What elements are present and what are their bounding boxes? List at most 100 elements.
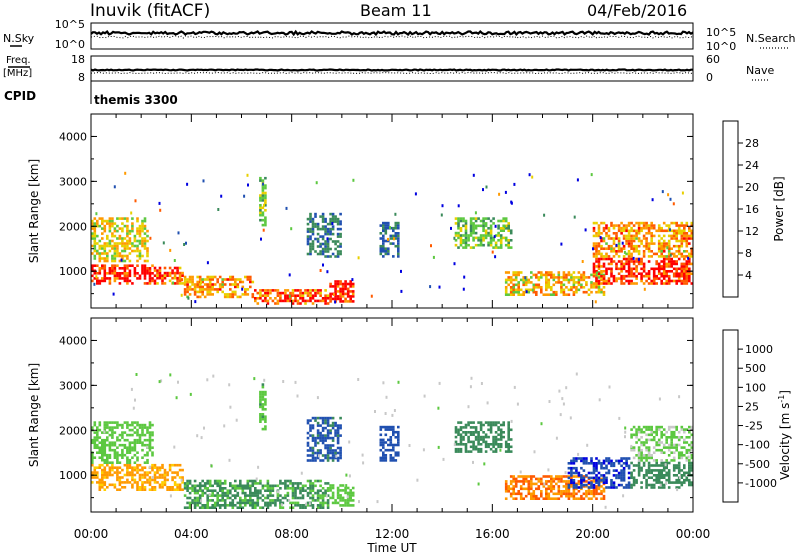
data-cell bbox=[334, 456, 337, 460]
data-cell bbox=[113, 229, 117, 233]
data-cell bbox=[662, 272, 666, 275]
data-cell bbox=[680, 446, 684, 449]
data-cell bbox=[637, 456, 641, 460]
data-cell bbox=[598, 398, 601, 402]
data-cell bbox=[394, 436, 398, 439]
data-cell bbox=[259, 405, 262, 409]
data-cell bbox=[577, 276, 581, 279]
data-cell bbox=[662, 282, 666, 285]
data-cell bbox=[208, 290, 212, 294]
data-cell bbox=[322, 263, 324, 267]
data-cell bbox=[98, 267, 102, 270]
data-cell bbox=[181, 488, 184, 491]
data-cell bbox=[657, 464, 661, 467]
data-cell bbox=[547, 492, 551, 496]
data-cell bbox=[627, 250, 631, 253]
data-cell bbox=[339, 504, 342, 507]
data-cell bbox=[193, 293, 197, 296]
data-cell bbox=[163, 468, 167, 472]
data-cell bbox=[141, 431, 144, 434]
data-cell bbox=[341, 484, 345, 487]
data-cell bbox=[156, 276, 159, 280]
data-cell bbox=[306, 444, 310, 447]
data-cell bbox=[667, 226, 671, 230]
data-cell bbox=[321, 487, 325, 490]
data-cell bbox=[211, 285, 214, 289]
nave-trace bbox=[90, 71, 694, 75]
data-cell bbox=[133, 269, 137, 273]
data-cell bbox=[670, 425, 673, 429]
data-cell bbox=[630, 229, 633, 233]
data-cell bbox=[605, 257, 608, 261]
data-cell bbox=[597, 288, 601, 292]
data-cell bbox=[651, 198, 654, 202]
data-cell bbox=[560, 288, 563, 292]
data-cell bbox=[116, 446, 119, 449]
data-cell bbox=[148, 483, 152, 487]
data-cell bbox=[251, 506, 255, 509]
data-cell bbox=[279, 299, 282, 303]
data-cell bbox=[351, 504, 355, 507]
data-cell bbox=[249, 280, 252, 284]
data-cell bbox=[612, 481, 616, 484]
y-tick-label: 1000 bbox=[59, 469, 87, 482]
data-cell bbox=[254, 482, 257, 485]
data-cell bbox=[610, 282, 613, 285]
data-cell bbox=[264, 289, 267, 292]
data-cell bbox=[624, 430, 627, 434]
data-cell bbox=[570, 477, 573, 481]
data-cell bbox=[339, 489, 342, 492]
data-cell bbox=[326, 255, 330, 258]
data-cell bbox=[216, 494, 219, 497]
data-cell bbox=[91, 453, 94, 457]
data-cell bbox=[617, 483, 621, 487]
data-cell bbox=[394, 454, 398, 457]
data-cell bbox=[647, 446, 651, 449]
data-cell bbox=[306, 419, 310, 422]
data-cell bbox=[329, 446, 332, 450]
data-cell bbox=[123, 259, 127, 263]
data-cell bbox=[632, 224, 636, 227]
data-cell bbox=[271, 489, 275, 492]
data-cell bbox=[319, 291, 322, 295]
data-cell bbox=[617, 272, 621, 275]
data-cell bbox=[183, 275, 187, 279]
data-cell bbox=[605, 224, 608, 227]
data-cell bbox=[128, 461, 132, 464]
data-cell bbox=[690, 229, 694, 233]
data-cell bbox=[464, 243, 468, 247]
data-cell bbox=[587, 492, 591, 496]
data-cell bbox=[131, 244, 134, 248]
data-cell bbox=[218, 504, 222, 507]
data-cell bbox=[266, 479, 270, 483]
data-cell bbox=[106, 476, 109, 479]
data-cell bbox=[627, 274, 631, 278]
data-cell bbox=[352, 178, 355, 182]
data-cell bbox=[565, 480, 568, 483]
data-cell bbox=[116, 224, 119, 228]
data-cell bbox=[486, 401, 489, 405]
data-cell bbox=[300, 471, 303, 475]
data-cell bbox=[528, 173, 531, 177]
data-cell bbox=[201, 484, 204, 488]
data-cell bbox=[103, 483, 107, 487]
data-cell bbox=[118, 252, 122, 255]
data-cell bbox=[389, 438, 393, 442]
data-cell bbox=[316, 232, 320, 236]
data-cell bbox=[264, 209, 267, 212]
data-cell bbox=[128, 471, 132, 474]
data-cell bbox=[662, 234, 666, 238]
data-cell bbox=[208, 283, 212, 286]
data-cell bbox=[387, 226, 390, 230]
data-cell bbox=[208, 288, 212, 291]
data-cell bbox=[590, 286, 593, 289]
y-tick-label: 4000 bbox=[59, 130, 87, 143]
data-cell bbox=[321, 494, 325, 497]
data-cell bbox=[464, 445, 468, 449]
data-cell bbox=[504, 243, 508, 247]
data-cell bbox=[647, 461, 651, 465]
data-cell bbox=[361, 453, 364, 457]
data-cell bbox=[289, 501, 292, 505]
data-cell bbox=[382, 381, 385, 385]
data-cell bbox=[670, 451, 673, 454]
